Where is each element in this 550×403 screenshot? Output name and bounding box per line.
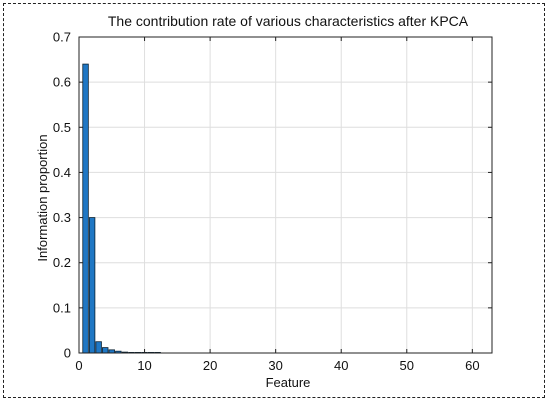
y-tick-label: 0.7 [53,30,71,45]
y-tick-label: 0.2 [53,255,71,270]
y-tick-label: 0.3 [53,210,71,225]
y-tick-label: 0.5 [53,120,71,135]
bars [82,63,161,354]
grid [78,36,492,354]
chart-title: The contribution rate of various charact… [108,13,469,29]
plot-area [78,36,493,354]
bar [95,341,102,354]
x-axis-label: Feature [266,375,311,390]
x-tick-label: 20 [203,358,217,373]
y-tick-label: 0.1 [53,300,71,315]
x-tick-label: 10 [137,358,151,373]
figure-frame [3,3,545,398]
x-tick-label: 60 [465,358,479,373]
x-tick-label: 40 [334,358,348,373]
y-tick-label: 0.6 [53,75,71,90]
x-tick-label: 30 [268,358,282,373]
bar [88,217,96,354]
y-tick-label: 0.4 [53,165,71,180]
bar [82,63,89,354]
bar [102,347,109,354]
x-tick-label: 50 [400,358,414,373]
tick-labels: 0 10 20 30 40 50 60 0 0.1 0.2 0.3 0.4 0.5 0.6 0.7 [53,30,492,373]
y-tick-label: 0 [64,346,71,361]
y-axis-label: Information proportion [35,134,50,261]
x-tick-label: 0 [75,358,82,373]
